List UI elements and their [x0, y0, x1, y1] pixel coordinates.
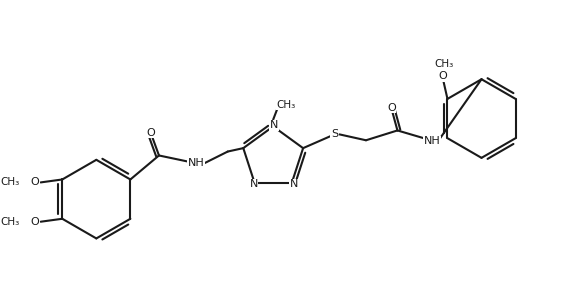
- Text: O: O: [147, 128, 155, 138]
- Text: O: O: [387, 103, 396, 113]
- Text: N: N: [290, 179, 298, 189]
- Text: CH₃: CH₃: [1, 217, 20, 227]
- Text: O: O: [31, 217, 39, 227]
- Text: N: N: [249, 179, 258, 189]
- Text: N: N: [270, 120, 278, 130]
- Text: NH: NH: [188, 158, 205, 168]
- Text: O: O: [31, 177, 39, 187]
- Text: S: S: [331, 129, 338, 139]
- Text: CH₃: CH₃: [434, 59, 453, 68]
- Text: CH₃: CH₃: [276, 100, 295, 110]
- Text: O: O: [438, 71, 447, 81]
- Text: NH: NH: [424, 136, 440, 146]
- Text: CH₃: CH₃: [1, 177, 20, 187]
